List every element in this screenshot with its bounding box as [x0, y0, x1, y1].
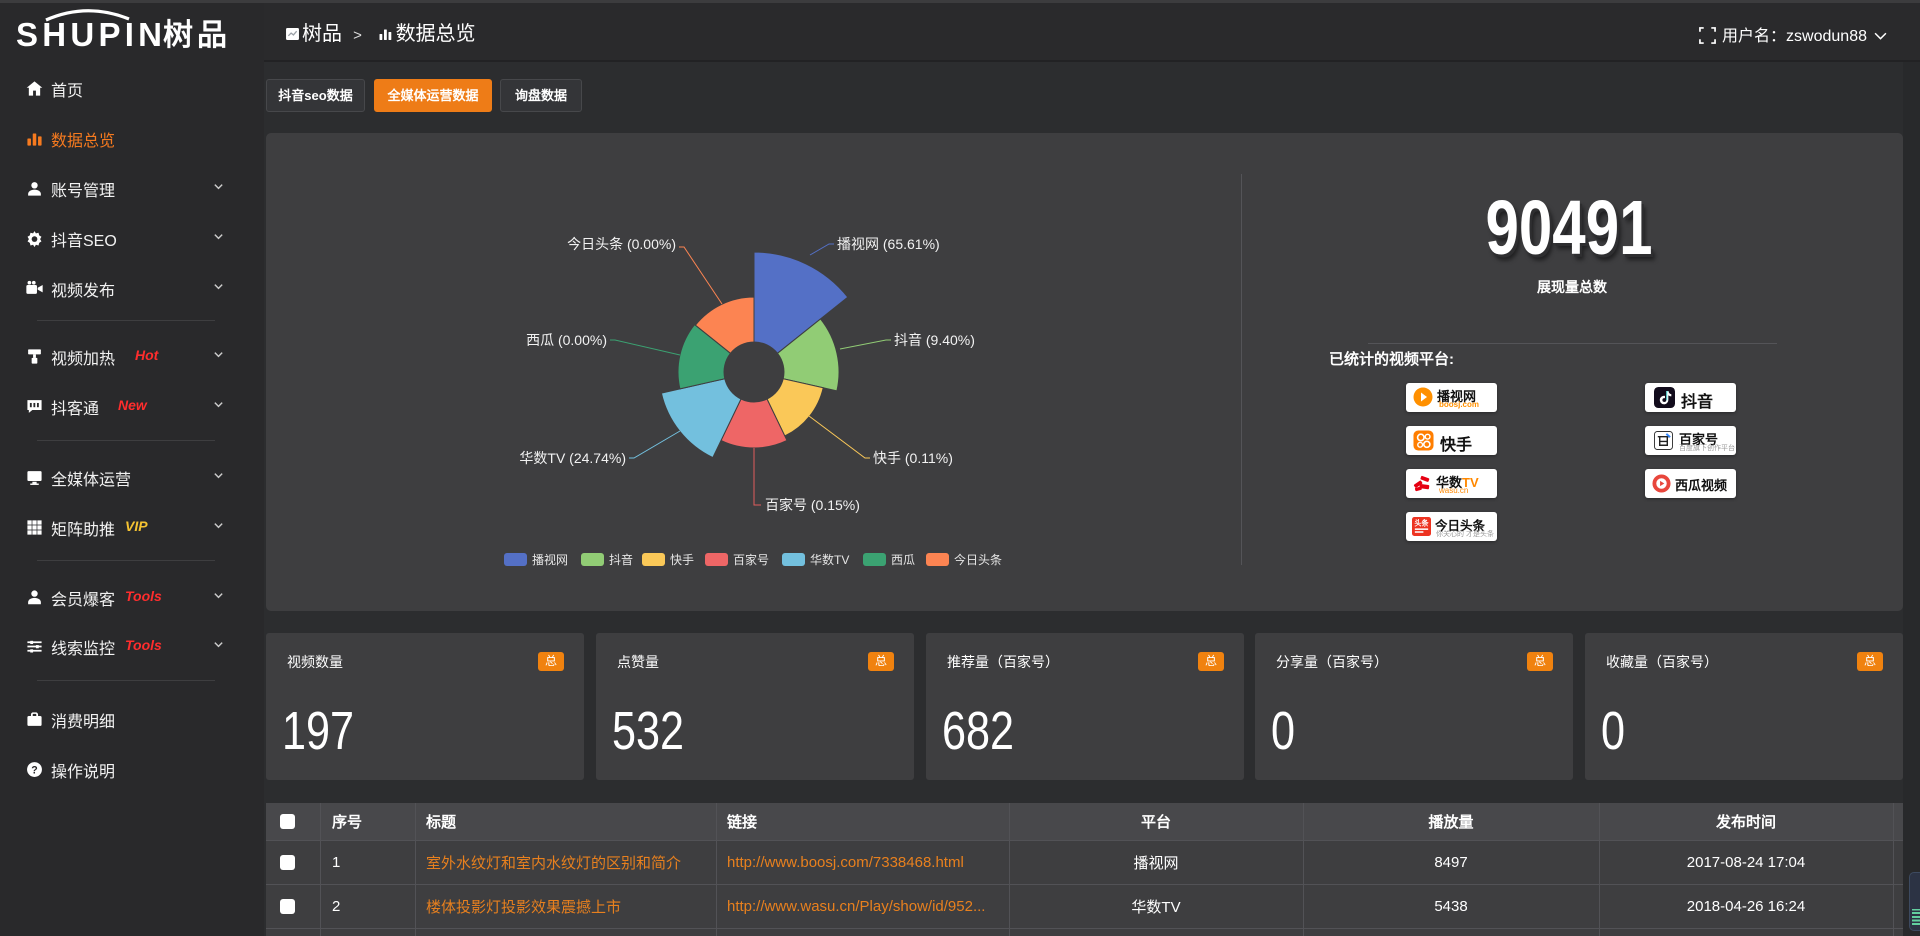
svg-text:快手: 快手 [670, 553, 694, 567]
svg-text:西瓜: 西瓜 [891, 553, 915, 567]
svg-text:百家号 (0.15%): 百家号 (0.15%) [765, 497, 860, 513]
svg-text:快手 (0.11%): 快手 (0.11%) [873, 450, 953, 466]
svg-text:播视网: 播视网 [532, 552, 568, 567]
svg-text:华数TV (24.74%): 华数TV (24.74%) [519, 450, 626, 466]
svg-text:?: ? [31, 764, 37, 776]
svg-text:百家号: 百家号 [733, 552, 769, 567]
svg-text:树品: 树品 [163, 19, 227, 52]
svg-text:抖音 (9.40%): 抖音 (9.40%) [894, 332, 975, 348]
svg-text:播视网 (65.61%): 播视网 (65.61%) [837, 236, 940, 252]
svg-text:西瓜 (0.00%): 西瓜 (0.00%) [526, 332, 607, 348]
svg-text:今日头条 (0.00%): 今日头条 (0.00%) [567, 236, 676, 252]
svg-text:华数TV: 华数TV [810, 552, 849, 567]
svg-text:头条: 头条 [1414, 519, 1429, 528]
svg-text:SHUPIN: SHUPIN [16, 16, 161, 53]
svg-text:抖音: 抖音 [609, 552, 633, 567]
svg-text:今日头条: 今日头条 [954, 552, 1002, 567]
